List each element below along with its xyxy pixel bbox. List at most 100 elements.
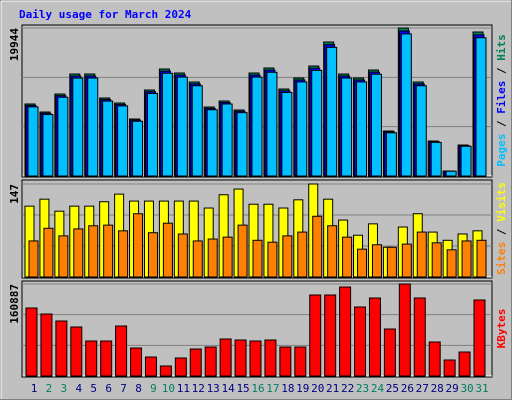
x-tick-label: 29 xyxy=(446,382,459,395)
bar xyxy=(458,351,471,377)
x-tick-label: 31 xyxy=(475,382,488,395)
bar xyxy=(234,339,247,377)
bar xyxy=(147,232,158,278)
bar xyxy=(443,359,456,377)
bar xyxy=(327,225,338,278)
bar xyxy=(311,69,323,177)
x-tick-label: 22 xyxy=(341,382,354,395)
bar xyxy=(161,72,173,177)
bar xyxy=(416,231,427,278)
bar xyxy=(115,325,128,377)
bar xyxy=(370,73,382,177)
x-tick-label: 11 xyxy=(177,382,190,395)
bar xyxy=(174,357,187,377)
bar xyxy=(219,338,232,377)
x-tick-label: 19 xyxy=(296,382,309,395)
x-tick-label: 21 xyxy=(326,382,339,395)
bar xyxy=(341,77,353,177)
x-tick-label: 6 xyxy=(105,382,112,395)
bar xyxy=(40,313,53,377)
legend-entry: Sites xyxy=(495,242,508,275)
legend-entry: Hits xyxy=(495,34,508,61)
bar xyxy=(368,297,381,377)
bar xyxy=(281,91,293,177)
bar xyxy=(383,328,396,377)
bar xyxy=(385,132,397,177)
legend-separator: / xyxy=(495,114,508,134)
bar xyxy=(428,341,441,377)
bar xyxy=(398,283,411,377)
y-tick-label: 160887 xyxy=(8,284,21,324)
bar xyxy=(206,109,218,177)
bar xyxy=(55,320,68,377)
bar xyxy=(446,249,457,278)
x-tick-label: 9 xyxy=(150,382,157,395)
x-tick-label: 26 xyxy=(401,382,414,395)
x-tick-label: 16 xyxy=(251,382,264,395)
chart-title: Daily usage for March 2024 xyxy=(19,8,192,21)
x-tick-label: 14 xyxy=(222,382,236,395)
bar xyxy=(144,356,157,377)
bar xyxy=(266,71,278,177)
legend-separator: / xyxy=(495,61,508,81)
bar xyxy=(249,340,262,377)
bar xyxy=(177,233,188,278)
bar xyxy=(132,120,144,177)
x-tick-label: 4 xyxy=(75,382,82,395)
legend: Sites / Visits xyxy=(495,182,508,275)
bar xyxy=(431,242,442,278)
bar xyxy=(339,286,352,377)
x-tick-label: 24 xyxy=(371,382,385,395)
bar xyxy=(43,227,54,278)
bar xyxy=(386,246,397,278)
bar xyxy=(25,307,38,377)
bar xyxy=(221,103,233,177)
bar xyxy=(264,339,277,377)
bar xyxy=(162,222,173,278)
legend-entry: KBytes xyxy=(495,309,508,349)
bar xyxy=(146,92,158,177)
bar xyxy=(72,77,84,177)
bar xyxy=(159,365,172,377)
legend-entry: Visits xyxy=(495,182,508,222)
bar xyxy=(430,141,442,177)
x-tick-label: 2 xyxy=(46,382,53,395)
bar xyxy=(88,225,99,278)
bar xyxy=(371,244,382,278)
bar xyxy=(189,348,202,377)
bar xyxy=(87,77,99,177)
bar xyxy=(28,240,39,278)
x-tick-label: 13 xyxy=(207,382,220,395)
bar xyxy=(400,33,412,177)
bar xyxy=(103,224,114,278)
x-tick-label: 20 xyxy=(311,382,324,395)
bar xyxy=(27,106,39,177)
bar xyxy=(204,346,217,377)
bar xyxy=(461,240,472,278)
x-tick-label: 5 xyxy=(90,382,97,395)
x-tick-label: 10 xyxy=(162,382,175,395)
bar xyxy=(85,340,98,377)
bar xyxy=(413,297,426,377)
bar xyxy=(445,170,457,177)
bar xyxy=(58,235,69,278)
bar xyxy=(326,46,338,177)
x-tick-label: 15 xyxy=(236,382,249,395)
bar xyxy=(297,231,308,278)
bar xyxy=(117,105,129,177)
bar xyxy=(192,240,203,278)
bar xyxy=(73,228,84,278)
bar xyxy=(100,340,113,377)
legend-separator: / xyxy=(495,222,508,242)
y-tick-label: 147 xyxy=(8,184,21,204)
bar xyxy=(473,299,486,377)
bar xyxy=(357,248,368,278)
bar xyxy=(252,239,263,278)
bar xyxy=(475,37,487,177)
bar xyxy=(279,346,292,377)
bar xyxy=(57,96,69,177)
x-tick-label: 12 xyxy=(192,382,205,395)
bar xyxy=(282,235,293,278)
bar xyxy=(118,230,129,278)
